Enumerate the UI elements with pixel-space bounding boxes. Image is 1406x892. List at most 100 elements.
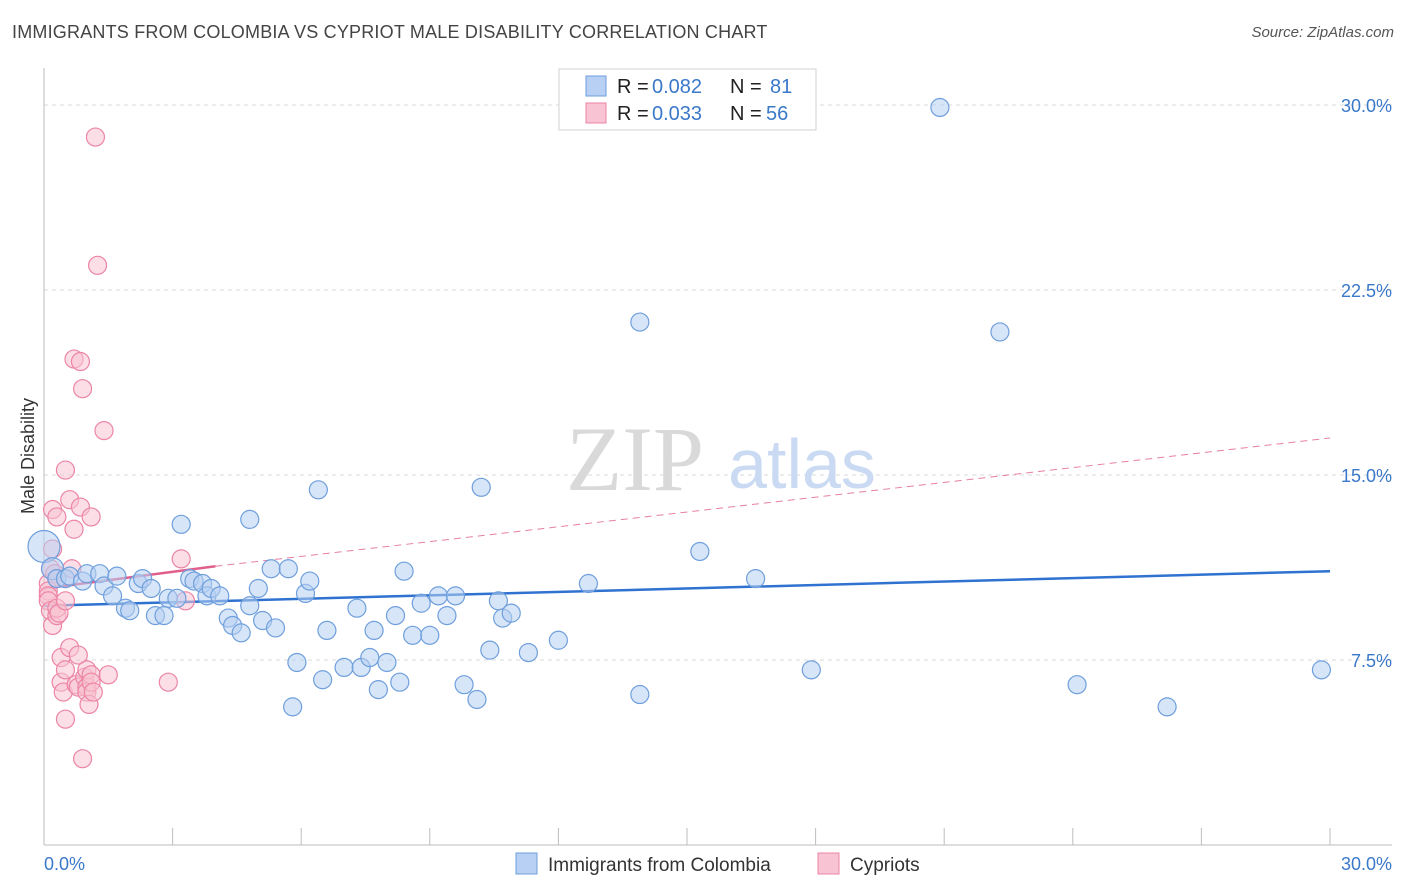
bottom-legend-swatch-blue	[515, 852, 538, 875]
legend-r-label-pink: R =	[617, 103, 649, 125]
cypriots-point	[85, 127, 106, 147]
colombia-point	[313, 670, 333, 690]
colombia-point	[690, 541, 710, 562]
colombia-trend-line	[43, 569, 1331, 607]
colombia-point	[437, 605, 457, 626]
colombia-point	[171, 514, 191, 534]
legend-n-label-pink: N =	[730, 103, 762, 125]
colombia-point	[1157, 697, 1177, 717]
colombia-point	[990, 322, 1010, 342]
cypriots-point	[55, 460, 76, 480]
cypriots-point	[72, 379, 93, 399]
cypriots-point	[94, 421, 114, 441]
watermark-atlas: atlas	[728, 425, 876, 503]
colombia-point	[261, 559, 281, 579]
bottom-legend-label-blue: Immigrants from Colombia	[548, 855, 771, 876]
watermark: ZIP atlas	[566, 408, 876, 510]
colombia-point	[1311, 660, 1332, 680]
cypriots-point	[47, 507, 67, 527]
colombia-point	[411, 593, 431, 613]
colombia-points	[27, 97, 1332, 717]
x-ticks	[43, 828, 1331, 845]
colombia-point	[385, 605, 406, 626]
grid	[44, 104, 1392, 661]
y-tick-label: 7.5%	[1351, 651, 1392, 671]
colombia-point	[347, 598, 367, 618]
x-tick-label-max: 30.0%	[1341, 854, 1392, 874]
colombia-point	[403, 625, 423, 645]
colombia-point	[248, 578, 268, 599]
colombia-point	[428, 586, 448, 606]
cypriots-point	[55, 591, 76, 611]
colombia-point	[360, 647, 380, 668]
cypriots-point	[55, 660, 76, 680]
cypriots-point	[83, 682, 103, 702]
colombia-point	[930, 97, 950, 118]
colombia-point	[420, 625, 440, 645]
colombia-point	[334, 657, 354, 678]
legend-n-value-blue: 81	[770, 76, 792, 98]
bottom-legend-label-pink: Cypriots	[850, 855, 920, 876]
colombia-point	[630, 312, 650, 332]
y-tick-label: 15.0%	[1341, 466, 1392, 486]
y-tick-labels: 7.5% 15.0% 22.5% 30.0%	[1341, 96, 1392, 671]
colombia-point	[364, 620, 384, 641]
colombia-point	[154, 605, 174, 626]
cypriots-point	[158, 672, 178, 692]
bottom-legend: Immigrants from Colombia Cypriots	[515, 852, 920, 876]
colombia-point	[240, 596, 260, 616]
colombia-point	[278, 559, 298, 579]
colombia-point	[107, 566, 127, 586]
axes	[43, 68, 1392, 846]
y-axis-title: Male Disability	[18, 398, 38, 514]
colombia-point	[390, 672, 410, 692]
cypriots-point	[70, 351, 91, 372]
colombia-point	[548, 630, 569, 650]
cypriots-point	[55, 709, 76, 729]
cypriots-point	[72, 749, 93, 769]
colombia-point	[480, 640, 500, 660]
colombia-point	[368, 679, 388, 700]
legend-swatch-pink	[585, 102, 607, 124]
colombia-point	[801, 660, 821, 680]
colombia-point	[317, 620, 337, 641]
cypriots-point	[68, 645, 88, 665]
chart-title: IMMIGRANTS FROM COLOMBIA VS CYPRIOT MALE…	[12, 22, 768, 42]
colombia-point	[630, 684, 650, 705]
legend-n-value-pink: 56	[766, 103, 788, 125]
colombia-point	[120, 601, 140, 621]
colombia-point	[518, 642, 538, 663]
colombia-point	[578, 573, 599, 594]
cypriots-point	[87, 255, 108, 275]
colombia-point	[394, 561, 414, 581]
legend-r-value-pink: 0.033	[652, 103, 702, 125]
colombia-point	[265, 618, 286, 638]
colombia-point	[283, 697, 303, 717]
y-tick-label: 30.0%	[1341, 96, 1392, 116]
bottom-legend-swatch-pink	[817, 852, 840, 875]
colombia-point	[501, 603, 521, 623]
cypriots-point	[81, 507, 101, 527]
colombia-point	[454, 675, 474, 695]
legend-r-value-blue: 0.082	[652, 76, 702, 98]
cypriots-point	[98, 665, 118, 685]
x-tick-label-min: 0.0%	[44, 854, 85, 874]
watermark-zip: ZIP	[566, 408, 704, 510]
colombia-point	[287, 652, 307, 673]
colombia-point	[308, 480, 328, 500]
cypriots-point	[171, 549, 191, 569]
colombia-point	[445, 586, 466, 606]
legend-r-label-blue: R =	[617, 76, 649, 98]
colombia-point	[102, 586, 123, 606]
colombia-point	[231, 623, 251, 643]
cypriots-point	[64, 519, 84, 539]
colombia-point	[167, 588, 187, 608]
colombia-point	[1067, 675, 1087, 695]
colombia-point	[141, 578, 161, 599]
y-tick-label: 22.5%	[1341, 281, 1392, 301]
source-credit: Source: ZipAtlas.com	[1251, 24, 1394, 41]
colombia-point	[467, 689, 487, 710]
colombia-point	[210, 586, 230, 606]
cypriots-trend-extension	[215, 437, 1331, 567]
legend-swatch-blue	[585, 75, 607, 97]
